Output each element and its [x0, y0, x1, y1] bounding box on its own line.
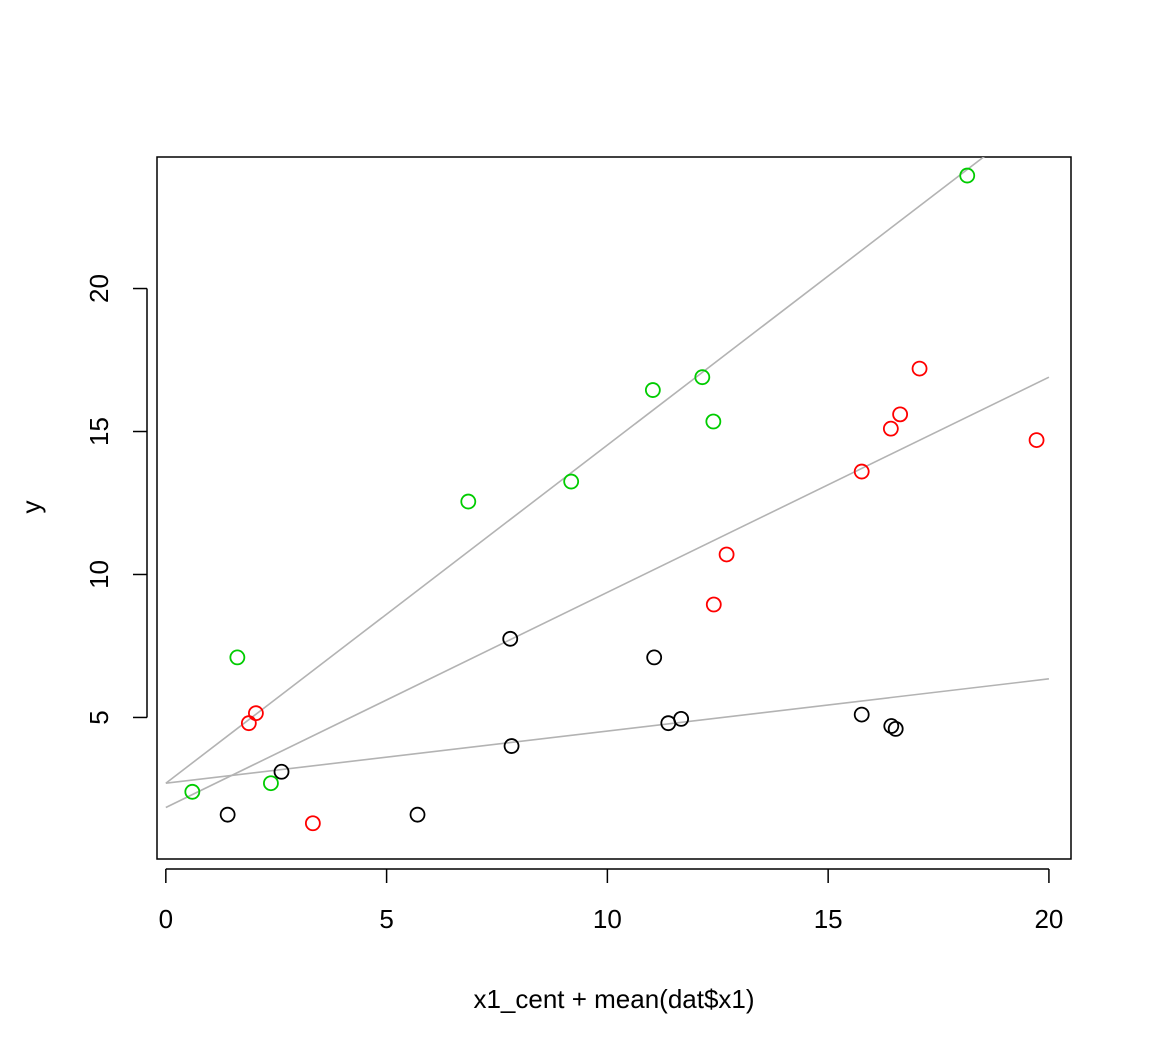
x-tick-label: 0 — [159, 904, 173, 934]
data-point — [229, 649, 246, 666]
fit-line-2 — [165, 376, 1050, 809]
data-point — [304, 815, 321, 832]
data-point — [705, 596, 722, 613]
data-point — [673, 710, 690, 727]
data-point — [563, 473, 580, 490]
data-point — [887, 720, 904, 737]
x-tick-label: 15 — [814, 904, 843, 934]
x-axis-title: x1_cent + mean(dat$x1) — [473, 984, 754, 1014]
data-point — [409, 806, 426, 823]
data-point — [853, 463, 870, 480]
data-point — [853, 706, 870, 723]
data-point — [892, 406, 909, 423]
y-tick-label: 15 — [84, 417, 114, 446]
data-point — [263, 775, 279, 792]
data-point — [911, 360, 928, 377]
fit-lines — [165, 157, 1050, 809]
x-tick-label: 20 — [1034, 904, 1063, 934]
data-point — [1028, 432, 1045, 448]
data-point — [503, 738, 520, 754]
data-point — [882, 420, 899, 437]
data-point — [502, 630, 519, 647]
x-tick-label: 5 — [379, 904, 393, 934]
fit-line-1 — [165, 678, 1050, 785]
data-point — [959, 167, 976, 184]
x-tick-label: 10 — [593, 904, 622, 934]
fit-line-3 — [165, 157, 985, 784]
data-point — [248, 705, 264, 722]
data-point — [718, 546, 735, 563]
x-axis: 0 5 10 15 20 — [159, 868, 1063, 934]
data-point — [644, 382, 661, 398]
data-point — [883, 718, 900, 734]
y-axis-title: y — [16, 501, 46, 514]
plot-frame — [156, 156, 1072, 860]
data-point — [705, 413, 722, 430]
data-point — [694, 369, 711, 386]
data-point — [273, 763, 290, 780]
data-point — [184, 783, 201, 800]
data-points — [184, 167, 1045, 832]
y-tick-label: 5 — [84, 710, 114, 724]
data-point — [460, 493, 477, 510]
y-axis: 5 10 15 20 — [84, 274, 148, 725]
data-point — [219, 806, 236, 823]
y-tick-label: 10 — [84, 560, 114, 589]
y-tick-label: 20 — [84, 274, 114, 303]
data-point — [646, 649, 663, 666]
